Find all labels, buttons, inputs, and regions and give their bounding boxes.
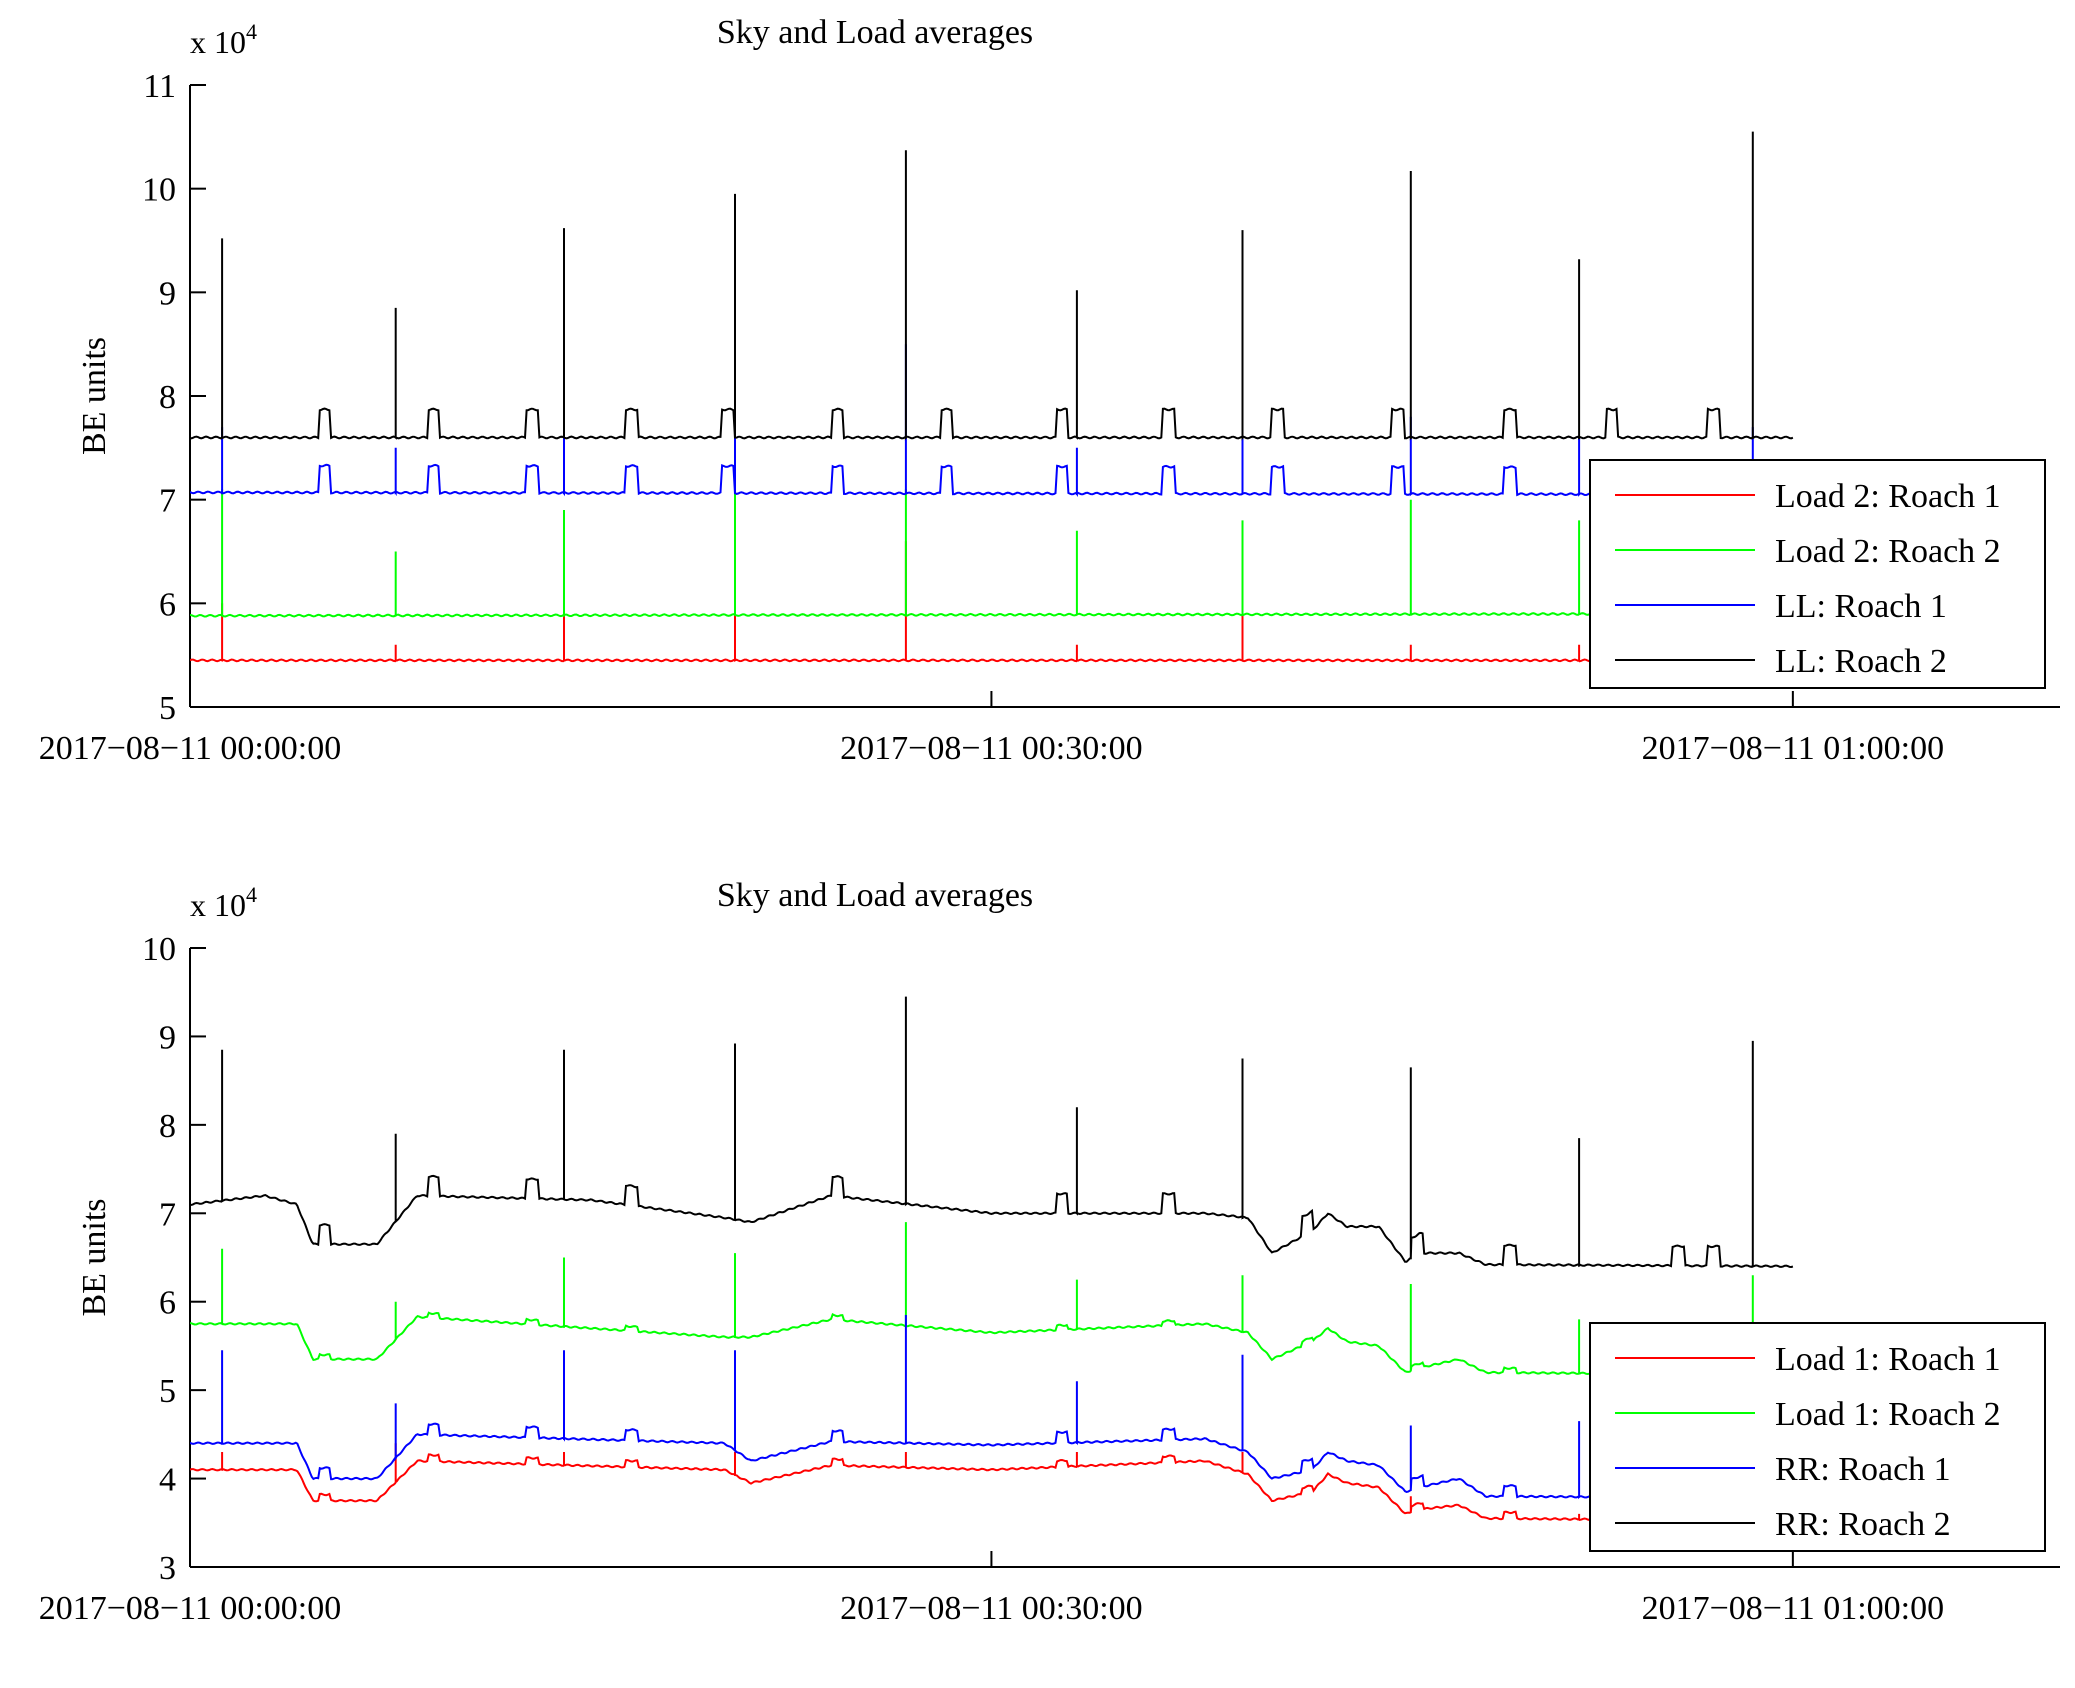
legend: Load 2: Roach 1 Load 2: Roach 2 LL: Roach … <box>1589 459 2046 689</box>
y-tick-label: 7 <box>159 1196 176 1233</box>
series-line-2 <box>190 1222 1794 1377</box>
series-line-2 <box>190 489 1794 618</box>
y-axis-multiplier-exponent: 4 <box>246 882 257 907</box>
y-axis-label: BE units <box>76 337 113 455</box>
x-tick-label: 2017−08−11 01:00:00 <box>1642 1590 1944 1627</box>
series-line-4 <box>190 131 1794 441</box>
y-axis-multiplier: x 104 <box>190 19 257 60</box>
y-tick-label: 11 <box>143 68 176 105</box>
chart-title: Sky and Load averages <box>717 14 1033 51</box>
y-tick-label: 10 <box>142 931 176 968</box>
series-line-1 <box>190 541 1793 663</box>
legend-label-4: RR: Roach 2 <box>1775 1506 1951 1543</box>
y-tick-label: 5 <box>159 1373 176 1410</box>
legend-label-1: Load 1: Roach 1 <box>1775 1341 2001 1378</box>
legend-label-1: Load 2: Roach 1 <box>1775 478 2001 515</box>
y-tick-label: 4 <box>159 1462 176 1499</box>
x-tick-label: 2017−08−11 00:30:00 <box>840 1590 1142 1627</box>
y-axis-label: BE units <box>76 1198 113 1316</box>
y-axis-multiplier: x 104 <box>190 882 257 923</box>
y-tick-label: 9 <box>159 1019 176 1056</box>
series-line-1 <box>190 1443 1793 1523</box>
y-tick-label: 10 <box>142 172 176 209</box>
legend: Load 1: Roach 1 Load 1: Roach 2 RR: Roach … <box>1589 1322 2046 1552</box>
y-tick-label: 5 <box>159 690 176 727</box>
y-axis-multiplier-exponent: 4 <box>246 19 257 44</box>
x-tick-label: 2017−08−11 00:00:00 <box>39 1590 341 1627</box>
legend-label-3: LL: Roach 1 <box>1775 588 1947 625</box>
plot-area <box>190 996 1794 1523</box>
x-tick-label: 2017−08−11 00:30:00 <box>840 730 1142 767</box>
series-line-3 <box>190 1315 1794 1500</box>
plot-area <box>190 131 1794 663</box>
y-axis-multiplier-base: x 10 <box>190 887 246 923</box>
y-tick-label: 6 <box>159 586 176 623</box>
legend-label-2: Load 2: Roach 2 <box>1775 533 2001 570</box>
legend-box <box>1589 459 2046 689</box>
y-tick-label: 8 <box>159 1108 176 1145</box>
chart-title: Sky and Load averages <box>717 877 1033 914</box>
legend-box <box>1589 1322 2046 1552</box>
y-tick-label: 8 <box>159 379 176 416</box>
series-line-4 <box>190 996 1794 1269</box>
legend-label-2: Load 1: Roach 2 <box>1775 1396 2001 1433</box>
y-axis-multiplier-base: x 10 <box>190 24 246 60</box>
y-tick-label: 6 <box>159 1285 176 1322</box>
chart-panel-top: Sky and Load averages x 104 BE units 5 6 7 8 9 1… <box>39 14 2060 767</box>
x-tick-label: 2017−08−11 00:00:00 <box>39 730 341 767</box>
legend-label-3: RR: Roach 1 <box>1775 1451 1951 1488</box>
y-tick-label: 9 <box>159 275 176 312</box>
legend-label-4: LL: Roach 2 <box>1775 643 1947 680</box>
y-tick-label: 7 <box>159 483 176 520</box>
x-tick-label: 2017−08−11 01:00:00 <box>1642 730 1944 767</box>
y-tick-label: 3 <box>159 1550 176 1587</box>
series-line-3 <box>190 344 1794 498</box>
